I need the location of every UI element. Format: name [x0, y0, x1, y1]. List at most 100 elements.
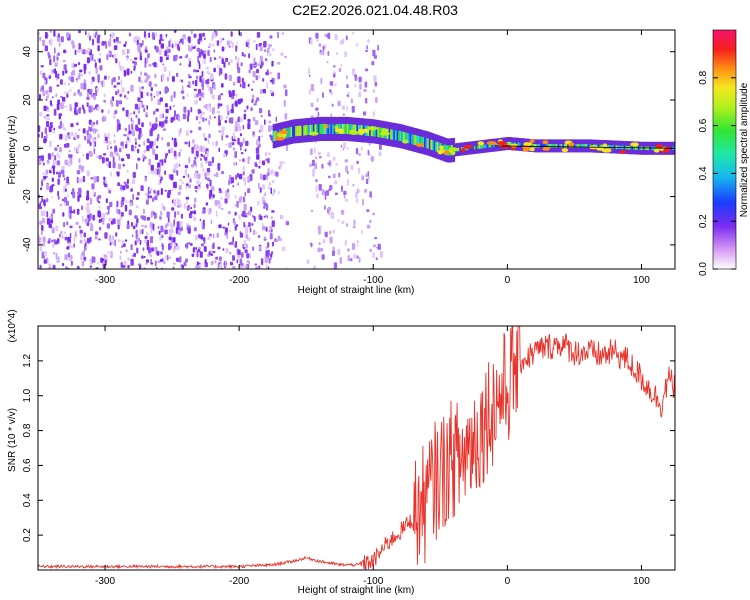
noise-mark: [260, 115, 263, 118]
noise-mark: [181, 85, 184, 91]
noise-mark: [94, 104, 97, 109]
noise-mark: [103, 116, 107, 122]
noise-mark: [80, 254, 83, 261]
noise-mark: [254, 64, 257, 67]
noise-mark: [118, 76, 120, 79]
noise-mark: [153, 110, 156, 115]
bottom-x-tick-label: 0: [505, 576, 511, 587]
noise-mark: [99, 81, 102, 85]
ridge-core: [494, 143, 497, 147]
chart-title: C2E2.2026.021.04.48.R03: [292, 2, 458, 18]
noise-mark: [218, 147, 220, 152]
noise-mark: [158, 182, 161, 186]
noise-mark: [108, 217, 112, 222]
noise-mark: [337, 100, 341, 107]
ridge-core: [475, 145, 478, 150]
noise-mark: [76, 122, 79, 126]
noise-mark: [97, 74, 100, 81]
noise-mark: [206, 167, 211, 173]
noise-mark: [159, 251, 163, 255]
noise-mark: [189, 60, 192, 68]
noise-mark: [187, 109, 190, 116]
noise-mark: [133, 252, 136, 257]
ridge-core: [597, 144, 600, 149]
noise-mark: [130, 188, 133, 192]
noise-mark: [243, 203, 247, 211]
ridge-core: [457, 147, 460, 152]
noise-mark: [186, 205, 190, 211]
noise-mark: [76, 146, 79, 153]
noise-mark: [143, 215, 147, 221]
noise-mark: [135, 229, 138, 234]
noise-mark: [119, 215, 122, 220]
ridge-core: [412, 134, 415, 145]
noise-mark: [116, 82, 121, 85]
noise-mark: [309, 242, 313, 245]
noise-mark: [113, 85, 117, 88]
noise-mark: [229, 92, 232, 98]
ridge-hotspot: [568, 142, 575, 147]
noise-mark: [208, 119, 210, 126]
noise-mark: [196, 47, 201, 52]
noise-mark: [268, 229, 271, 233]
ridge-core: [543, 144, 546, 148]
noise-mark: [78, 158, 81, 163]
noise-mark: [170, 117, 174, 123]
noise-mark: [318, 242, 321, 246]
noise-mark: [108, 140, 112, 145]
ridge-hotspot: [486, 141, 497, 146]
noise-mark: [68, 76, 71, 80]
noise-mark: [207, 50, 210, 57]
noise-mark: [226, 232, 229, 239]
noise-mark: [73, 235, 76, 242]
noise-mark: [147, 192, 149, 197]
top-x-tick-label: -300: [95, 275, 115, 286]
noise-mark: [96, 196, 99, 202]
noise-mark: [198, 121, 201, 125]
noise-mark: [358, 76, 362, 83]
noise-mark: [133, 111, 136, 115]
noise-mark: [315, 179, 318, 183]
noise-mark: [177, 205, 180, 208]
noise-mark: [160, 43, 164, 49]
noise-mark: [235, 204, 238, 207]
noise-mark: [120, 250, 122, 254]
ridge-core: [477, 145, 480, 149]
noise-mark: [150, 164, 154, 171]
noise-mark: [49, 38, 53, 46]
ridge-core: [552, 144, 555, 148]
noise-mark: [40, 206, 42, 210]
noise-mark: [369, 248, 372, 252]
noise-mark: [221, 58, 224, 64]
noise-mark: [86, 139, 90, 144]
snr-plot-area: [38, 326, 675, 570]
noise-mark: [164, 103, 168, 108]
noise-mark: [129, 202, 133, 206]
noise-mark: [74, 112, 78, 116]
noise-mark: [258, 43, 261, 47]
noise-mark: [157, 170, 160, 175]
noise-mark: [82, 175, 86, 183]
noise-mark: [141, 255, 144, 259]
noise-mark: [236, 259, 239, 264]
noise-mark: [346, 105, 348, 112]
noise-mark: [195, 69, 200, 73]
noise-mark: [346, 179, 349, 186]
noise-mark: [160, 176, 163, 181]
noise-mark: [140, 80, 143, 84]
noise-mark: [265, 172, 268, 176]
noise-mark: [45, 90, 49, 95]
noise-mark: [53, 55, 56, 63]
noise-mark: [59, 79, 63, 85]
noise-mark: [189, 178, 192, 183]
noise-mark: [365, 68, 369, 72]
noise-mark: [204, 259, 207, 265]
noise-mark: [195, 150, 199, 157]
noise-mark: [328, 175, 331, 179]
noise-mark: [242, 158, 245, 162]
ridge-hotspot: [368, 126, 378, 131]
top-y-tick: 20: [22, 94, 675, 106]
noise-mark: [119, 255, 122, 261]
noise-mark: [270, 216, 273, 220]
noise-mark: [69, 232, 72, 239]
